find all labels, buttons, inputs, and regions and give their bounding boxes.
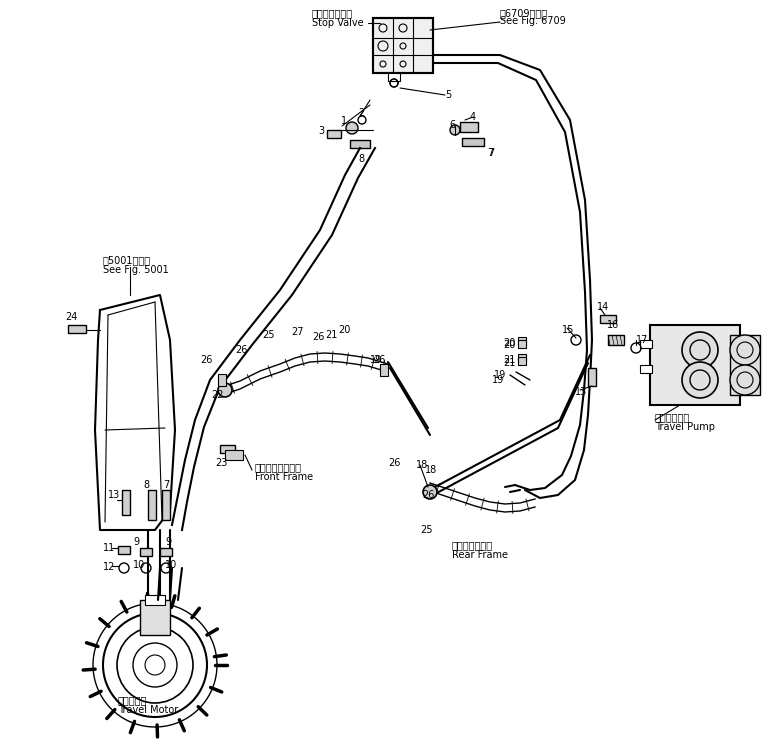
Text: 23: 23 [215,458,227,468]
Text: Travel Motor: Travel Motor [118,705,178,715]
Text: 16: 16 [607,320,619,330]
Text: 13: 13 [108,490,120,500]
Text: 26: 26 [422,490,434,500]
Text: Travel Pump: Travel Pump [655,422,715,432]
Text: 18: 18 [416,460,428,470]
Bar [122,490,130,515]
Text: See Fig. 6709: See Fig. 6709 [500,16,565,26]
Bar [518,340,526,348]
Circle shape [682,362,718,398]
Text: 21: 21 [503,355,515,365]
Bar [145,595,165,605]
Text: Stop Valve: Stop Valve [312,18,364,28]
Text: 15: 15 [562,325,574,335]
Bar [388,73,400,81]
Text: 14: 14 [597,302,609,312]
Text: 19: 19 [492,375,505,385]
Text: 20: 20 [503,340,515,350]
Bar [68,325,86,333]
Text: 21: 21 [503,358,515,368]
Text: 7: 7 [487,148,494,158]
Text: 19: 19 [494,370,506,380]
Text: 26: 26 [235,345,248,355]
Bar [608,335,624,345]
Bar [140,600,170,635]
Bar [118,546,130,554]
Text: 18: 18 [425,465,437,475]
Text: 7: 7 [488,148,494,158]
Circle shape [423,485,437,499]
Text: 22: 22 [211,390,223,400]
Text: 19: 19 [370,355,382,365]
Circle shape [346,122,358,134]
Text: Front Frame: Front Frame [255,472,313,482]
Text: 24: 24 [65,312,77,322]
Text: 3: 3 [318,126,324,136]
Bar [380,364,388,376]
Text: 8: 8 [358,154,364,164]
Bar [650,325,740,405]
Bar [162,490,170,520]
Text: 20: 20 [503,338,515,348]
Bar [148,490,156,520]
Text: 20: 20 [338,325,351,335]
Text: 2: 2 [358,108,364,118]
Text: 12: 12 [103,562,116,572]
Text: 13: 13 [575,387,587,397]
Text: 10: 10 [133,560,145,570]
Text: 26: 26 [373,355,385,365]
Bar [160,548,172,556]
Text: 11: 11 [103,543,116,553]
Text: 26: 26 [388,458,401,468]
Circle shape [450,125,460,135]
Text: 25: 25 [262,330,274,340]
Text: 5: 5 [445,90,451,100]
Text: 6: 6 [449,120,455,130]
Text: ストップバルブ: ストップバルブ [312,8,353,18]
Text: フロントフレーム: フロントフレーム [255,462,302,472]
Text: See Fig. 5001: See Fig. 5001 [103,265,169,275]
Bar [373,18,433,73]
Bar [218,374,226,386]
Circle shape [730,365,760,395]
Text: 10: 10 [165,560,177,570]
Text: 26: 26 [312,332,324,342]
Text: 8: 8 [143,480,149,490]
Text: 走行モータ: 走行モータ [118,695,148,705]
Bar [600,315,616,323]
Text: 4: 4 [470,112,476,122]
Bar [460,122,478,132]
Bar [518,357,526,365]
Text: 第5001図参照: 第5001図参照 [103,255,152,265]
Bar [640,365,652,373]
Text: Rear Frame: Rear Frame [452,550,508,560]
Bar [640,340,652,348]
Text: 27: 27 [291,327,304,337]
Text: 1: 1 [341,116,347,126]
Bar [730,335,760,395]
Bar [518,354,526,362]
Bar [225,450,243,460]
Text: 25: 25 [420,525,433,535]
Text: 第6709図参照: 第6709図参照 [500,8,548,18]
Bar [373,18,433,73]
Text: 9: 9 [165,537,171,547]
Text: 9: 9 [133,537,139,547]
Text: 7: 7 [163,480,169,490]
Circle shape [218,383,232,397]
Text: 21: 21 [325,330,337,340]
Text: 26: 26 [200,355,212,365]
Circle shape [682,332,718,368]
Bar [518,337,526,345]
Bar [462,138,484,146]
Bar [588,368,596,386]
Text: 17: 17 [636,335,648,345]
Circle shape [730,335,760,365]
Text: 走行　ポンプ: 走行 ポンプ [655,412,690,422]
Bar [327,130,341,138]
Bar [350,140,370,148]
Text: リヤーフレーム: リヤーフレーム [452,540,493,550]
Bar [140,548,152,556]
Bar [220,445,235,453]
